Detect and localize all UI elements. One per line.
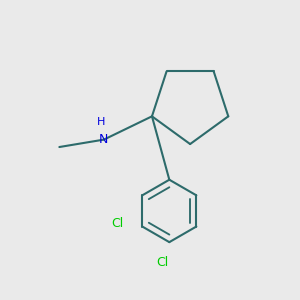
Text: Cl: Cl [111, 217, 123, 230]
Text: H: H [97, 117, 105, 127]
Text: N: N [99, 133, 109, 146]
Text: Cl: Cl [156, 256, 168, 269]
